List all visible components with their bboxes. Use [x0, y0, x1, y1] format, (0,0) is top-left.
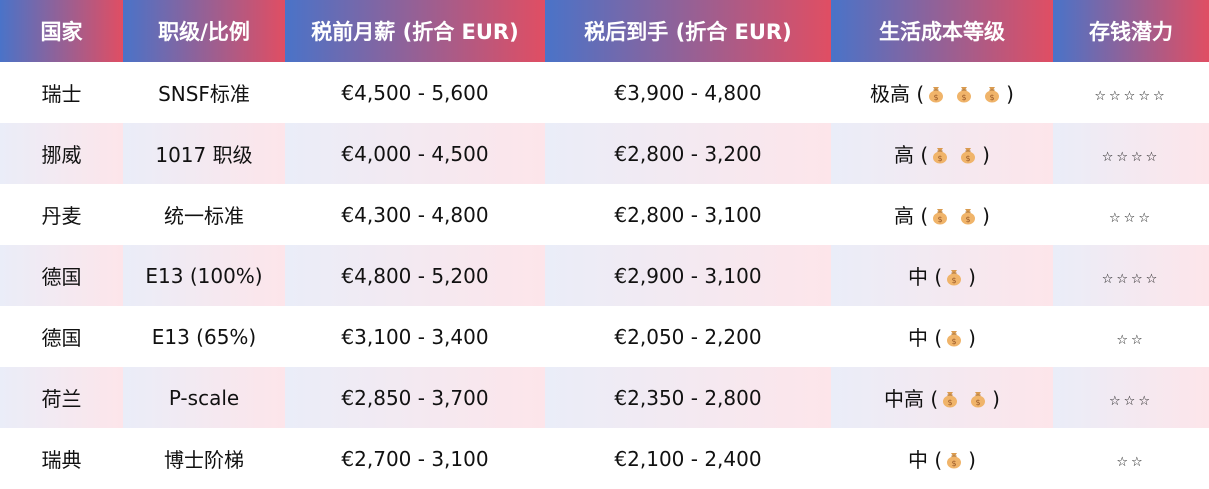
header-cost-of-living: 生活成本等级 — [831, 0, 1053, 62]
cost-label: 极高 — [870, 82, 910, 106]
cell-cost: 中 ($) — [908, 326, 976, 350]
cell-net: €3,900 - 4,800 — [614, 80, 762, 105]
header-country: 国家 — [0, 0, 123, 62]
svg-text:$: $ — [952, 337, 957, 346]
cell-grade: 博士阶梯 — [164, 448, 244, 472]
cell-net: €2,050 - 2,200 — [614, 324, 762, 349]
star-icon: ☆☆☆ — [1109, 393, 1153, 409]
money-bag-icon: $ — [955, 84, 973, 103]
money-bag-icon: $ — [959, 145, 977, 164]
cell-country: 瑞士 — [41, 82, 82, 106]
cell-grade: P-scale — [123, 367, 285, 428]
svg-text:$: $ — [962, 93, 967, 102]
cell-savings: ☆☆☆ — [1053, 367, 1209, 428]
cell-country: 丹麦 — [41, 204, 82, 228]
table-row: 丹麦 统一标准 €4,300 - 4,800 €2,800 - 3,100 高 ($ $)… — [0, 184, 1209, 245]
money-bag-icon: $ — [969, 389, 987, 408]
svg-text:$: $ — [938, 154, 943, 163]
cell-savings: ☆☆☆☆ — [1053, 123, 1209, 184]
star-icon: ☆☆☆ — [1109, 210, 1153, 226]
svg-text:$: $ — [966, 215, 971, 224]
cell-net: €2,100 - 2,400 — [614, 446, 762, 471]
cell-savings: ☆☆ — [1053, 428, 1209, 489]
money-bag-icon: $ — [959, 206, 977, 225]
cell-grade: 统一标准 — [164, 204, 244, 228]
cell-savings: ☆☆☆☆ — [1053, 245, 1209, 306]
cell-net: €2,800 - 3,200 — [545, 123, 831, 184]
cell-cost: 中 ($) — [908, 448, 976, 472]
table-row: 挪威 1017 职级 €4,000 - 4,500 €2,800 - 3,200 高 (… — [0, 123, 1209, 184]
cost-label: 高 — [894, 204, 914, 228]
header-grade: 职级/比例 — [123, 0, 285, 62]
star-icon: ☆☆☆☆ — [1101, 271, 1161, 287]
cell-country: 挪威 — [0, 123, 123, 184]
header-net-salary: 税后到手 (折合 EUR) — [545, 0, 831, 62]
header-gross-salary: 税前月薪 (折合 EUR) — [285, 0, 545, 62]
cell-country: 瑞典 — [41, 448, 82, 472]
table-row: 荷兰 P-scale €2,850 - 3,700 €2,350 - 2,800 中高 … — [0, 367, 1209, 428]
money-bag-icon: $ — [983, 84, 1001, 103]
cell-net: €2,800 - 3,100 — [614, 202, 762, 227]
table-row: 瑞典 博士阶梯 €2,700 - 3,100 €2,100 - 2,400 中 ($) ☆… — [0, 428, 1209, 489]
money-bag-icon: $ — [931, 145, 949, 164]
cell-country: 德国 — [41, 326, 82, 350]
svg-text:$: $ — [990, 93, 995, 102]
header-savings-potential: 存钱潜力 — [1053, 0, 1209, 62]
cell-cost: 中高 ($ $) — [831, 367, 1053, 428]
svg-text:$: $ — [952, 276, 957, 285]
cell-cost: 高 ($ $) — [831, 123, 1053, 184]
cell-cost: 中 ($) — [831, 245, 1053, 306]
table-row: 德国 E13 (100%) €4,800 - 5,200 €2,900 - 3,100… — [0, 245, 1209, 306]
money-bag-icon: $ — [945, 328, 963, 347]
cell-cost: 高 ($ $) — [894, 204, 990, 228]
cell-gross: €4,500 - 5,600 — [341, 80, 489, 105]
cost-label: 高 — [894, 143, 914, 167]
star-icon: ☆☆ — [1116, 454, 1146, 470]
cell-country: 荷兰 — [0, 367, 123, 428]
cost-label: 中高 — [884, 387, 924, 411]
cell-grade: SNSF标准 — [158, 82, 250, 106]
cost-label: 中 — [908, 265, 928, 289]
star-icon: ☆☆☆☆ — [1101, 149, 1161, 165]
cell-gross: €3,100 - 3,400 — [341, 324, 489, 349]
svg-text:$: $ — [966, 154, 971, 163]
money-bag-icon: $ — [945, 450, 963, 469]
money-bag-icon: $ — [945, 267, 963, 286]
cell-net: €2,350 - 2,800 — [545, 367, 831, 428]
money-bag-icon: $ — [941, 389, 959, 408]
table-header-row: 国家 职级/比例 税前月薪 (折合 EUR) 税后到手 (折合 EUR) 生活成本等级存… — [0, 0, 1209, 62]
cost-label: 中 — [908, 326, 928, 350]
svg-text:$: $ — [938, 215, 943, 224]
svg-text:$: $ — [934, 93, 939, 102]
star-icon: ☆☆ — [1116, 332, 1146, 348]
cell-grade: E13 (65%) — [151, 324, 257, 349]
star-icon: ☆☆☆☆☆ — [1094, 88, 1168, 104]
cell-grade: E13 (100%) — [123, 245, 285, 306]
cell-savings: ☆☆☆☆☆ — [1053, 62, 1209, 123]
cell-gross: €2,700 - 3,100 — [341, 446, 489, 471]
cell-savings: ☆☆☆ — [1053, 184, 1209, 245]
cell-savings: ☆☆ — [1053, 306, 1209, 367]
money-bag-icon: $ — [931, 206, 949, 225]
svg-text:$: $ — [976, 398, 981, 407]
cell-gross: €4,300 - 4,800 — [341, 202, 489, 227]
cell-gross: €2,850 - 3,700 — [285, 367, 545, 428]
cell-cost: 极高 ($ $ $) — [870, 82, 1014, 106]
cell-grade: 1017 职级 — [123, 123, 285, 184]
cell-gross: €4,800 - 5,200 — [285, 245, 545, 306]
money-bag-icon: $ — [927, 84, 945, 103]
table-row: 德国 E13 (65%) €3,100 - 3,400 €2,050 - 2,200 中… — [0, 306, 1209, 367]
table-row: 瑞士 SNSF标准 €4,500 - 5,600 €3,900 - 4,800 极高 (… — [0, 62, 1209, 123]
svg-text:$: $ — [952, 459, 957, 468]
cost-label: 中 — [908, 448, 928, 472]
cell-gross: €4,000 - 4,500 — [285, 123, 545, 184]
cell-country: 德国 — [0, 245, 123, 306]
svg-text:$: $ — [948, 398, 953, 407]
cell-net: €2,900 - 3,100 — [545, 245, 831, 306]
